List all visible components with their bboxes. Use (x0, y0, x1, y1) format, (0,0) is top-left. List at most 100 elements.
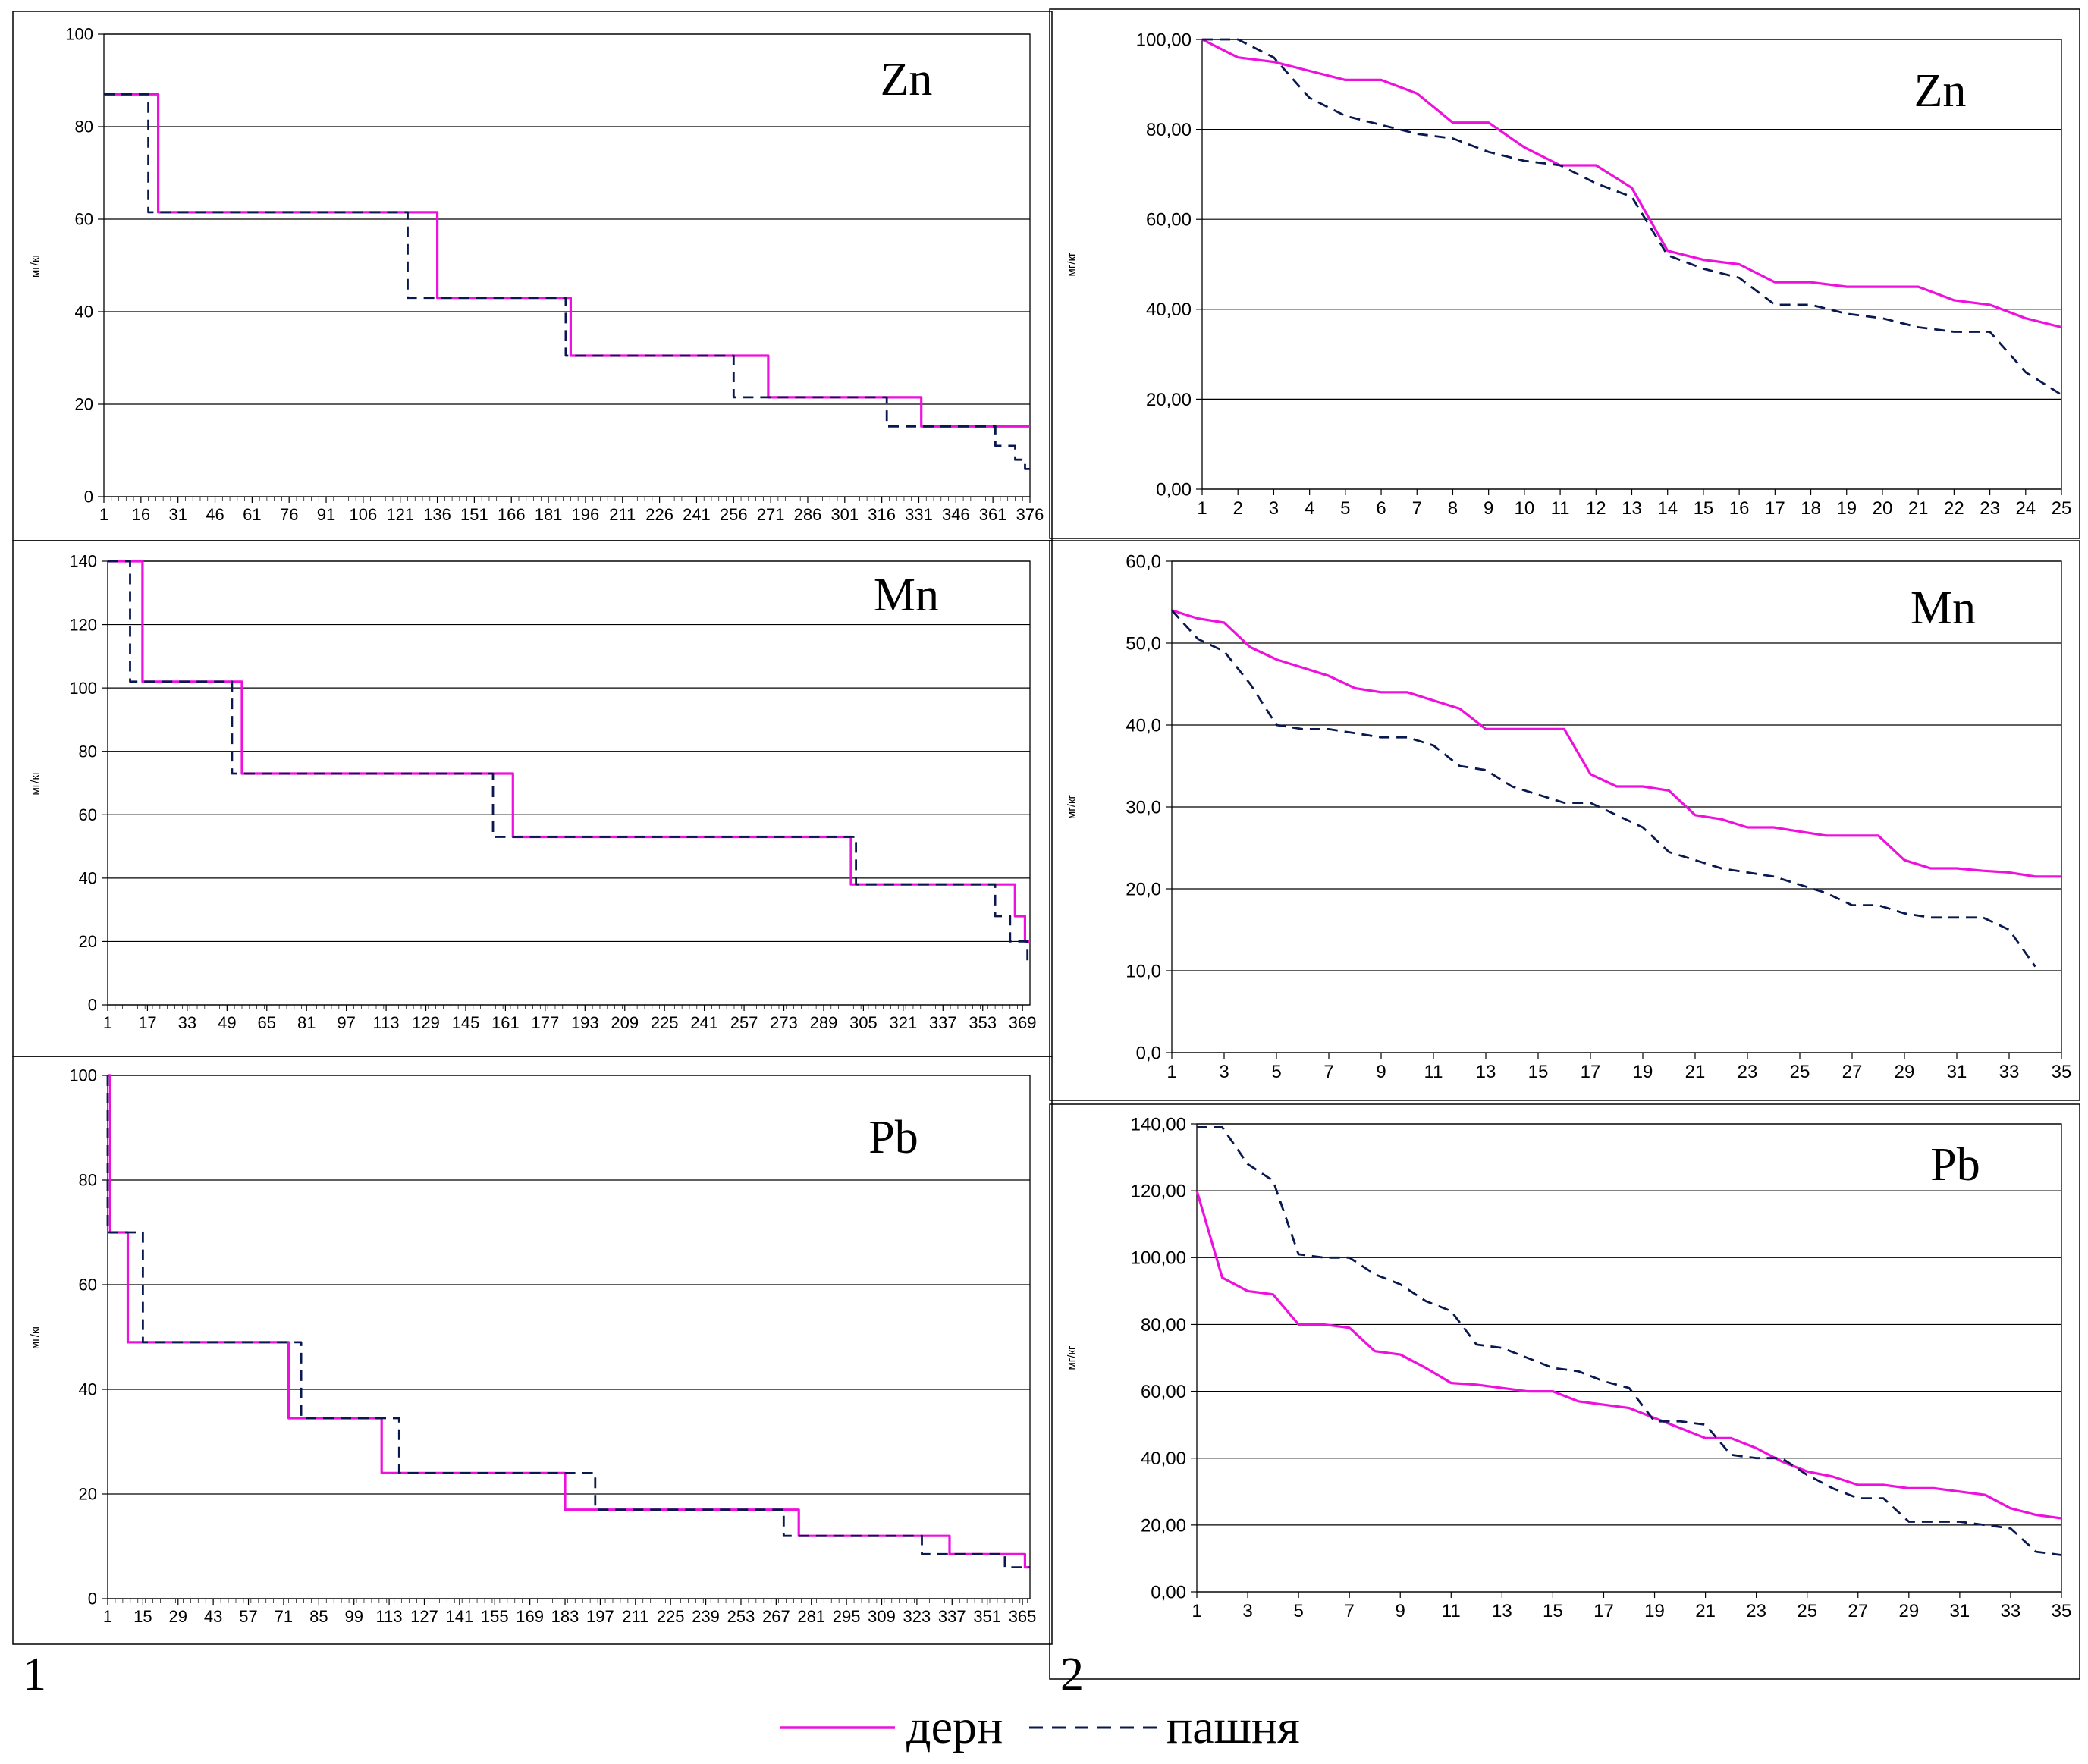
x-tick-label: 15 (1543, 1601, 1563, 1621)
x-tick-label: 12 (1586, 498, 1606, 519)
x-tick-label: 65 (258, 1013, 276, 1032)
x-tick-label: 19 (1836, 498, 1857, 519)
y-tick-label: 140,00 (1131, 1114, 1186, 1135)
y-axis-label: мг/кг (29, 771, 42, 796)
x-tick-label: 17 (1593, 1601, 1614, 1621)
x-tick-label: 31 (1950, 1601, 1970, 1621)
x-tick-label: 289 (810, 1013, 838, 1032)
x-tick-label: 256 (720, 505, 748, 524)
x-tick-label: 323 (903, 1607, 931, 1626)
x-tick-label: 13 (1492, 1601, 1512, 1621)
y-axis-label: мг/кг (1066, 794, 1079, 819)
y-tick-label: 60,00 (1141, 1382, 1186, 1402)
x-tick-label: 3 (1269, 498, 1279, 519)
series-line-sod (1171, 609, 2061, 878)
series-line-plow (1170, 609, 2036, 968)
y-axis-label: мг/кг (29, 1324, 42, 1349)
y-tick-label: 80,00 (1141, 1315, 1186, 1336)
x-tick-label: 85 (309, 1607, 328, 1626)
chart-1-zn: 0 20 40 60 80 100 1 16 31 46 61 76 91 106 121 136 151 166… (12, 11, 1053, 541)
x-tick-label: 145 (452, 1013, 480, 1032)
x-tick-label: 15 (133, 1607, 152, 1626)
x-tick-label: 2 (1233, 498, 1243, 519)
series-line-plow (104, 93, 1030, 470)
y-tick-label: 100,00 (1131, 1248, 1186, 1269)
x-tick-label: 27 (1842, 1062, 1863, 1082)
y-axis-label: мг/кг (1066, 1345, 1079, 1370)
y-tick-label: 20 (75, 395, 93, 414)
x-tick-label: 281 (797, 1607, 825, 1626)
x-tick-label: 113 (376, 1607, 403, 1626)
x-tick-label: 257 (730, 1013, 758, 1032)
y-tick-label: 30,0 (1126, 797, 1161, 818)
legend-label-sod: дерн (906, 1700, 1003, 1753)
y-tick-label: 80,00 (1146, 120, 1192, 140)
x-tick-label: 24 (2015, 498, 2036, 519)
x-tick-label: 22 (1944, 498, 1964, 519)
x-tick-label: 31 (168, 505, 187, 524)
y-tick-label: 100,00 (1136, 30, 1192, 50)
x-tick-label: 35 (2052, 1601, 2072, 1621)
x-tick-label: 239 (692, 1607, 720, 1626)
x-tick-label: 346 (942, 505, 970, 524)
x-tick-label: 169 (516, 1607, 544, 1626)
plot-area (103, 33, 1031, 497)
series-line-sod (104, 93, 1030, 428)
x-tick-label: 181 (535, 505, 563, 524)
x-tick-label: 196 (572, 505, 600, 524)
y-tick-label: 50,0 (1126, 633, 1161, 654)
x-tick-label: 337 (938, 1607, 966, 1626)
plot-area (1171, 560, 2062, 1053)
x-tick-label: 129 (412, 1013, 440, 1032)
x-tick-label: 295 (833, 1607, 861, 1626)
x-tick-label: 11 (1442, 1601, 1461, 1621)
y-tick-label: 0 (84, 488, 93, 507)
chart-5-pb: 0 20 40 60 80 100 1 15 29 43 57 71 85 99 113 127 141 155 1… (12, 1056, 1053, 1645)
chart-frame (12, 1056, 1053, 1645)
y-tick-label: 80 (79, 742, 97, 761)
y-tick-label: 100 (69, 679, 97, 698)
series-line-plow (106, 1075, 1030, 1568)
x-tick-label: 209 (611, 1013, 639, 1032)
y-tick-label: 20 (79, 1485, 97, 1504)
y-tick-label: 40,00 (1141, 1449, 1186, 1469)
element-label: Zn (881, 54, 933, 105)
x-tick-label: 11 (1551, 498, 1570, 519)
x-tick-label: 1 (103, 1013, 112, 1032)
x-tick-label: 273 (770, 1013, 798, 1032)
y-tick-label: 60,00 (1146, 210, 1192, 231)
x-tick-label: 25 (2052, 498, 2072, 519)
x-tick-label: 19 (1644, 1601, 1665, 1621)
x-tick-label: 211 (622, 1607, 648, 1626)
x-tick-label: 351 (973, 1607, 1001, 1626)
x-tick-label: 17 (1765, 498, 1785, 519)
x-tick-label: 5 (1340, 498, 1350, 519)
x-tick-label: 253 (727, 1607, 755, 1626)
x-tick-label: 1 (1197, 498, 1207, 519)
x-tick-label: 23 (1980, 498, 2000, 519)
x-tick-label: 337 (929, 1013, 957, 1032)
x-tick-label: 225 (651, 1013, 679, 1032)
x-tick-label: 225 (657, 1607, 685, 1626)
x-tick-label: 15 (1528, 1062, 1549, 1082)
plot-area (107, 1075, 1031, 1599)
x-tick-label: 33 (1999, 1062, 2020, 1082)
x-tick-label: 166 (498, 505, 526, 524)
x-tick-label: 316 (868, 505, 896, 524)
x-tick-label: 9 (1396, 1601, 1405, 1621)
series-line-sod (108, 560, 1030, 943)
series-line-plow (1202, 38, 2062, 396)
y-tick-label: 0,0 (1136, 1043, 1161, 1063)
y-tick-label: 80 (79, 1171, 97, 1190)
x-tick-label: 7 (1344, 1601, 1354, 1621)
x-tick-label: 21 (1695, 1601, 1716, 1621)
y-tick-label: 0 (88, 996, 97, 1015)
x-tick-label: 91 (317, 505, 335, 524)
x-tick-label: 31 (1947, 1062, 1967, 1082)
chart-4-mn: 0,010,020,030,040,050,060,01 3 5 7 9 11 13 15 17… (1049, 540, 2080, 1101)
x-tick-label: 376 (1016, 505, 1044, 524)
x-tick-label: 25 (1797, 1601, 1817, 1621)
panel-label-2: 2 (1060, 1649, 1084, 1700)
x-tick-label: 331 (905, 505, 933, 524)
x-tick-label: 9 (1376, 1062, 1386, 1082)
